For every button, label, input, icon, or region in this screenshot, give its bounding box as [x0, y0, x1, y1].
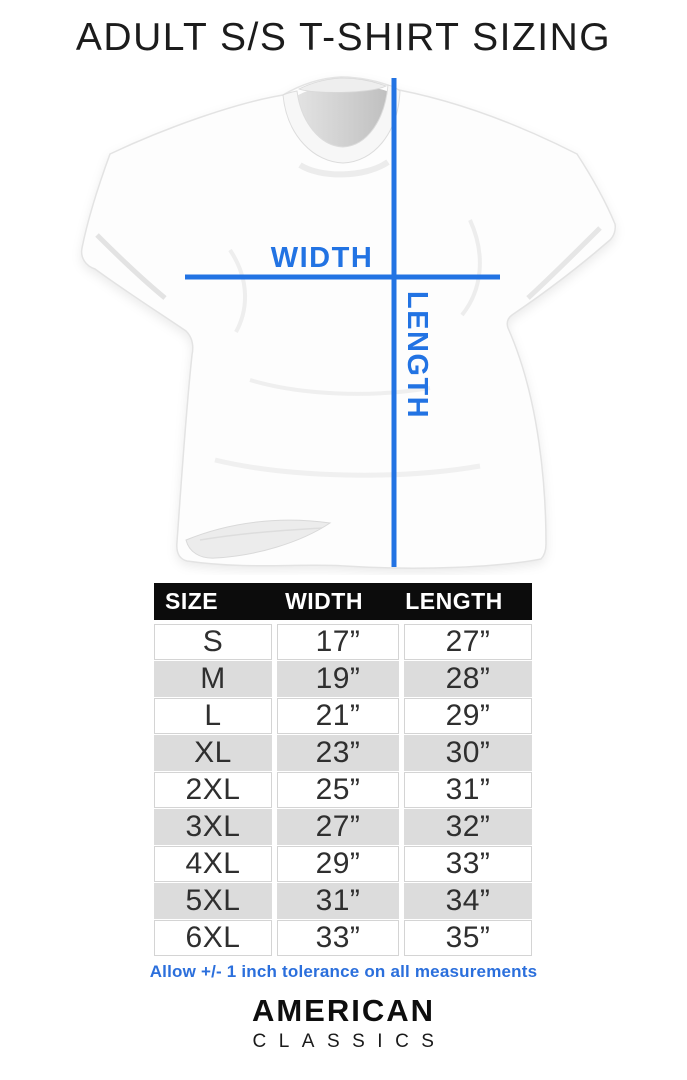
cell-length: 34” — [404, 883, 532, 919]
length-label: LENGTH — [401, 291, 433, 419]
table-row: XL 23” 30” — [154, 735, 532, 771]
table-row: L 21” 29” — [154, 698, 532, 734]
brand-logo: AMERICAN CLASSICS — [0, 993, 687, 1053]
table-row: 3XL 27” 32” — [154, 809, 532, 845]
cell-size: 4XL — [154, 846, 272, 882]
cell-length: 32” — [404, 809, 532, 845]
cell-size: L — [154, 698, 272, 734]
cell-length: 28” — [404, 661, 532, 697]
cell-length: 35” — [404, 920, 532, 956]
cell-width: 29” — [277, 846, 399, 882]
cell-length: 33” — [404, 846, 532, 882]
table-row: 6XL 33” 35” — [154, 920, 532, 956]
cell-length: 27” — [404, 624, 532, 660]
cell-width: 17” — [277, 624, 399, 660]
table-row: 4XL 29” 33” — [154, 846, 532, 882]
table-row: 5XL 31” 34” — [154, 883, 532, 919]
cell-size: 6XL — [154, 920, 272, 956]
cell-width: 31” — [277, 883, 399, 919]
cell-length: 30” — [404, 735, 532, 771]
cell-size: 3XL — [154, 809, 272, 845]
cell-width: 33” — [277, 920, 399, 956]
cell-size: 5XL — [154, 883, 272, 919]
column-header-length: LENGTH — [405, 588, 503, 614]
cell-width: 23” — [277, 735, 399, 771]
fabric-wrinkles — [95, 159, 602, 478]
column-header-size: SIZE — [165, 588, 219, 614]
cell-width: 21” — [277, 698, 399, 734]
cell-length: 31” — [404, 772, 532, 808]
cell-size: XL — [154, 735, 272, 771]
table-row: M 19” 28” — [154, 661, 532, 697]
cell-size: S — [154, 624, 272, 660]
cell-length: 29” — [404, 698, 532, 734]
back-collar-band — [298, 77, 388, 93]
cell-width: 25” — [277, 772, 399, 808]
cell-size: M — [154, 661, 272, 697]
tshirt-diagram: WIDTH LENGTH — [0, 70, 687, 575]
size-table-header: SIZE WIDTH LENGTH — [154, 583, 532, 620]
hem-fold-line — [199, 527, 323, 541]
width-label: WIDTH — [271, 242, 374, 274]
cell-width: 27” — [277, 809, 399, 845]
page-title: ADULT S/S T-SHIRT SIZING — [75, 16, 612, 59]
collar-band — [282, 84, 401, 164]
table-row: 2XL 25” 31” — [154, 772, 532, 808]
brand-name-american: AMERICAN — [251, 993, 436, 1028]
tolerance-note: Allow +/- 1 inch tolerance on all measur… — [149, 962, 538, 981]
cell-width: 19” — [277, 661, 399, 697]
size-table: SIZE WIDTH LENGTH S 17” 27” M 19” 28” L 21” 29” X… — [154, 583, 532, 956]
brand-name-classics: CLASSICS — [252, 1030, 447, 1052]
tshirt-illustration: WIDTH LENGTH — [80, 76, 616, 569]
cell-size: 2XL — [154, 772, 272, 808]
column-header-width: WIDTH — [285, 588, 363, 614]
table-row: S 17” 27” — [154, 624, 532, 660]
tshirt-body-shape — [80, 76, 616, 569]
size-table-body: S 17” 27” M 19” 28” L 21” 29” XL 23” 30” 2XL 25” 31” 3X… — [154, 620, 532, 956]
